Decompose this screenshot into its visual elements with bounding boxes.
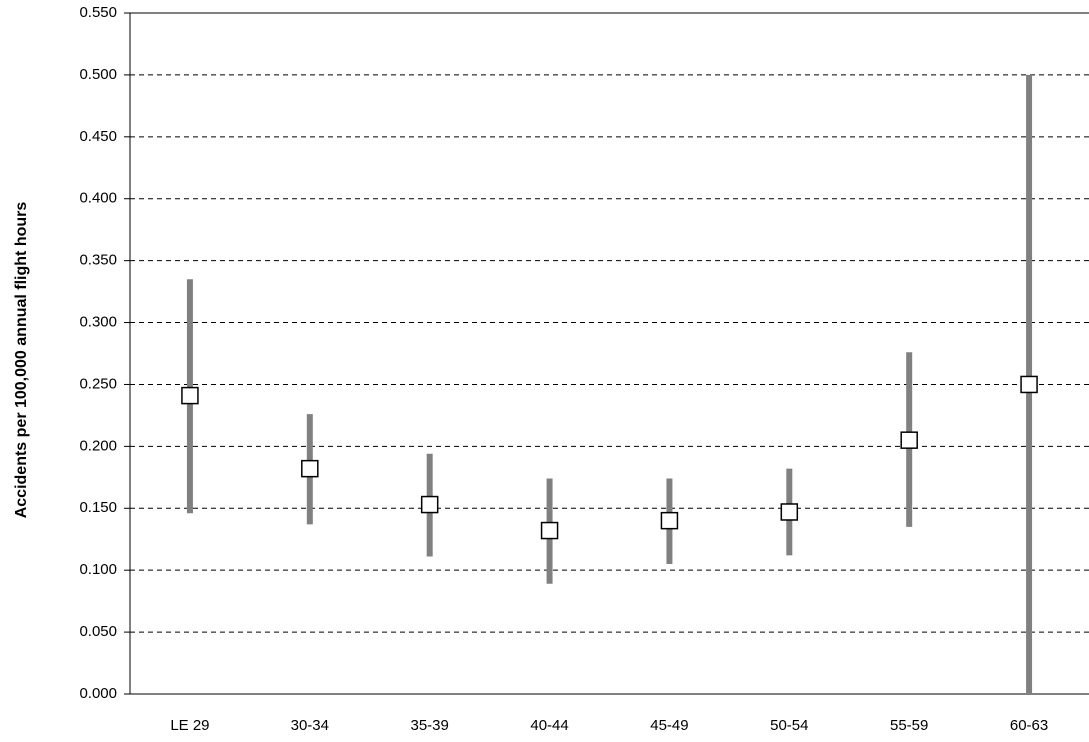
point-marker [181, 386, 199, 405]
y-tick-label: 0.350 [79, 252, 117, 269]
point-marker [1020, 375, 1038, 394]
y-tick-label: 0.300 [79, 314, 117, 331]
y-tick-label: 0.450 [79, 128, 117, 145]
point-marker [900, 431, 918, 449]
y-tick-label: 0.400 [79, 190, 117, 207]
x-tick-label: 40-44 [530, 717, 568, 734]
x-tick-label: 35-39 [411, 717, 449, 734]
x-tick-label: 30-34 [291, 717, 329, 734]
x-tick-label: 60-63 [1010, 717, 1048, 734]
x-tick-label: 50-54 [770, 717, 808, 734]
point-marker [420, 495, 439, 514]
point-marker [780, 503, 799, 521]
y-tick-label: 0.500 [79, 66, 117, 83]
point-marker [660, 511, 679, 530]
y-tick-label: 0.150 [79, 499, 117, 516]
y-tick-label: 0.250 [79, 375, 117, 392]
x-tick-label: 55-59 [890, 717, 928, 734]
y-tick-label: 0.200 [79, 437, 117, 454]
y-tick-label: 0.000 [79, 685, 117, 702]
y-tick-label: 0.100 [79, 561, 117, 578]
y-axis-title: Accidents per 100,000 annual flight hour… [13, 202, 30, 519]
point-marker [540, 521, 559, 540]
y-tick-label: 0.050 [79, 623, 117, 640]
x-tick-label: 45-49 [650, 717, 688, 734]
y-tick-label: 0.550 [79, 4, 117, 21]
point-marker [301, 459, 319, 478]
x-tick-label: LE 29 [170, 717, 209, 734]
